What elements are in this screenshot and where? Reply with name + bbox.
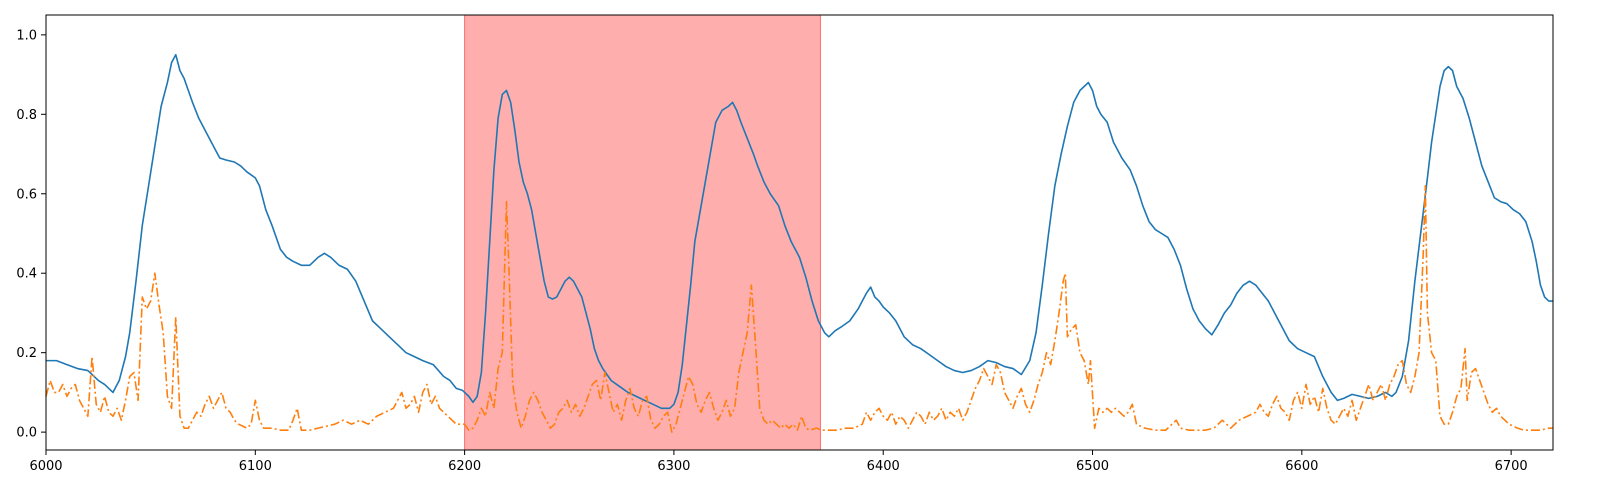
y-tick-label: 0.0	[16, 426, 37, 441]
y-tick-label: 0.2	[16, 346, 37, 361]
y-tick-label: 0.4	[16, 267, 37, 282]
x-tick-label: 6600	[1285, 459, 1318, 474]
y-tick-label: 1.0	[16, 28, 37, 43]
y-tick-label: 0.8	[16, 108, 37, 123]
y-tick-label: 0.6	[16, 187, 37, 202]
x-axis: 6000 6100 6200 6300 6400 6500 6600 6700	[29, 450, 1528, 474]
x-tick-label: 6100	[239, 459, 272, 474]
plot-frame	[45, 14, 1554, 451]
series-line-2	[45, 185, 1553, 433]
series-layer	[45, 53, 1553, 433]
x-tick-label: 6200	[448, 459, 481, 474]
highlight-span-layer	[464, 14, 821, 451]
series-line-1	[46, 53, 1553, 410]
x-tick-label: 6700	[1495, 459, 1528, 474]
x-tick-label: 6400	[867, 459, 900, 474]
highlight-span	[464, 14, 821, 451]
x-tick-label: 6000	[29, 459, 62, 474]
x-tick-label: 6300	[657, 459, 690, 474]
x-tick-label: 6500	[1076, 459, 1109, 474]
y-axis: 0.0 0.2 0.4 0.6 0.8 1.0	[16, 28, 46, 441]
